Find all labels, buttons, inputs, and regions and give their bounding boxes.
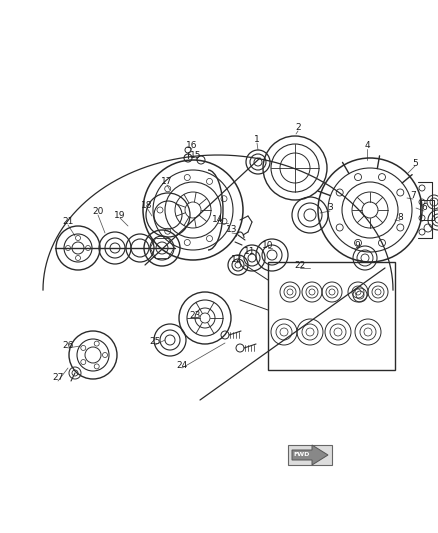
Bar: [420, 200, 434, 220]
Text: 12: 12: [231, 255, 243, 264]
Text: 6: 6: [421, 204, 427, 213]
Text: 15: 15: [190, 150, 202, 159]
Text: 19: 19: [114, 211, 126, 220]
Text: 17: 17: [161, 177, 173, 187]
Text: 9: 9: [354, 241, 360, 251]
Text: 5: 5: [412, 158, 418, 167]
Text: 11: 11: [244, 247, 256, 256]
Text: 3: 3: [327, 204, 333, 213]
Text: 24: 24: [177, 360, 187, 369]
Text: 22: 22: [294, 261, 306, 270]
Text: 1: 1: [254, 135, 260, 144]
Text: 27: 27: [52, 374, 64, 383]
Text: FWD: FWD: [294, 453, 310, 457]
Text: 26: 26: [62, 341, 74, 350]
Text: 7: 7: [410, 191, 416, 200]
Text: 10: 10: [262, 240, 274, 249]
Text: 18: 18: [141, 200, 153, 209]
Text: 2: 2: [295, 124, 301, 133]
Polygon shape: [292, 445, 328, 465]
Text: 14: 14: [212, 215, 224, 224]
Text: 16: 16: [186, 141, 198, 149]
Bar: [288, 445, 332, 465]
Text: 8: 8: [397, 214, 403, 222]
Text: 23: 23: [189, 311, 201, 320]
Text: 25: 25: [149, 337, 161, 346]
Text: 20: 20: [92, 207, 104, 216]
Text: 13: 13: [226, 225, 238, 235]
Text: 4: 4: [364, 141, 370, 150]
Bar: [268, 262, 395, 370]
Text: 21: 21: [62, 217, 74, 227]
